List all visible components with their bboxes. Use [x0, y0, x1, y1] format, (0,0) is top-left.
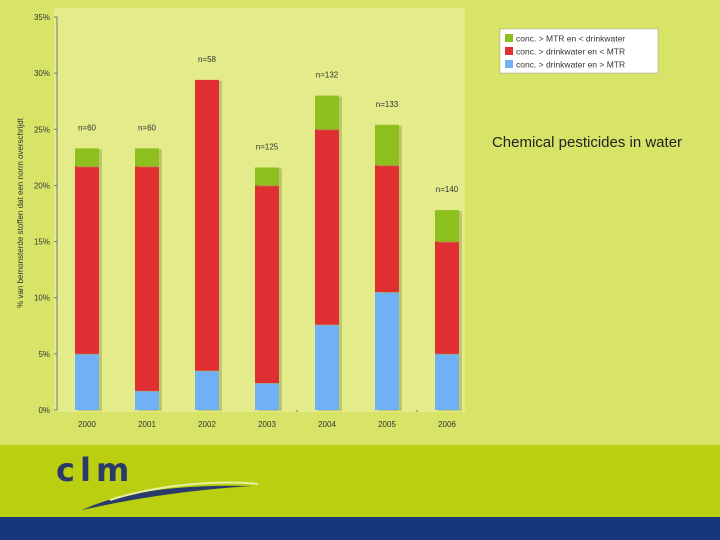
- bar-segment: [255, 167, 279, 186]
- bar-segment: [255, 185, 279, 384]
- bar-segment: [135, 390, 159, 410]
- bar-segment: [75, 148, 99, 167]
- clm-logo: clm: [56, 451, 135, 489]
- x-tick-label: 2004: [318, 420, 336, 429]
- y-axis-label: % van bemonsterde stoffen dat een norm o…: [16, 117, 25, 308]
- y-tick-label: 30%: [34, 69, 50, 78]
- bar-segment: [435, 241, 459, 354]
- logo-swoosh-icon: [82, 481, 259, 510]
- sample-size-label: n=60: [138, 123, 157, 132]
- legend-box: [499, 28, 659, 74]
- y-tick-label: 5%: [38, 350, 50, 359]
- bottom-bar: [0, 517, 720, 540]
- bar-segment: [135, 166, 159, 391]
- y-tick-label: 35%: [34, 13, 50, 22]
- bar-segment: [375, 292, 399, 410]
- bar-segment: [75, 166, 99, 354]
- bar-segment: [135, 148, 159, 167]
- bar-segment: [195, 370, 219, 410]
- x-tick-label: 2006: [438, 420, 456, 429]
- bar-segment: [435, 353, 459, 410]
- y-tick-label: 0%: [38, 406, 50, 415]
- sample-size-label: n=133: [376, 100, 399, 109]
- x-tick-label: 2003: [258, 420, 276, 429]
- sample-size-label: n=132: [316, 71, 339, 80]
- bar-segment: [315, 95, 339, 130]
- sample-size-label: n=58: [198, 55, 217, 64]
- x-tick-label: 2002: [198, 420, 216, 429]
- footer-band: [0, 445, 720, 517]
- x-tick-label: 2005: [378, 420, 396, 429]
- sample-size-label: n=140: [436, 185, 459, 194]
- x-tick-label: 2000: [78, 420, 96, 429]
- legend-swatch: [505, 47, 513, 55]
- bar-segment: [375, 165, 399, 293]
- pesticide-chart: 0% 5% 10% 15% 20% 25% 30% 35% % van bemonsterde …: [16, 8, 659, 429]
- y-tick-label: 15%: [34, 238, 50, 247]
- bar-segment: [255, 383, 279, 410]
- y-tick-label: 20%: [34, 181, 50, 190]
- sample-size-label: n=60: [78, 123, 97, 132]
- legend-swatch: [505, 34, 513, 42]
- bar-segment: [375, 124, 399, 166]
- legend-label: conc. > drinkwater en > MTR: [516, 60, 625, 70]
- y-tick-label: 25%: [34, 125, 50, 134]
- x-tick-label: 2001: [138, 420, 156, 429]
- slide-title: Chemical pesticides in water: [491, 134, 683, 151]
- y-tick-label: 10%: [34, 294, 50, 303]
- bar-segment: [315, 129, 339, 325]
- bar-segment: [195, 79, 219, 371]
- legend-label: conc. > MTR en < drinkwater: [516, 34, 625, 44]
- bar-segment: [315, 324, 339, 410]
- bar-segment: [75, 353, 99, 410]
- legend-swatch: [505, 60, 513, 68]
- sample-size-label: n=125: [256, 142, 279, 151]
- bar-segment: [435, 210, 459, 242]
- legend-label: conc. > drinkwater en < MTR: [516, 47, 625, 57]
